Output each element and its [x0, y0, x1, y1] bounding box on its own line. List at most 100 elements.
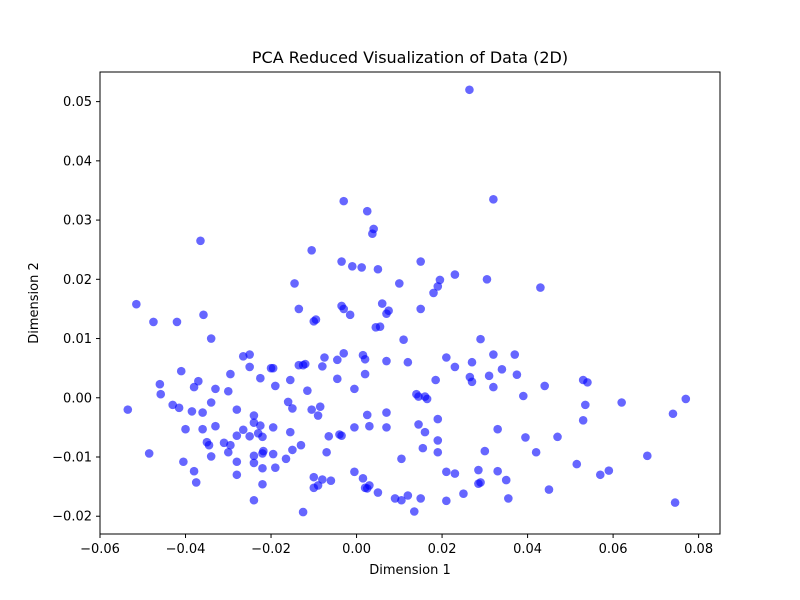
scatter-point	[309, 317, 319, 326]
scatter-point	[326, 476, 336, 485]
x-axis-label: Dimension 1	[369, 563, 451, 578]
scatter-point	[397, 454, 406, 464]
scatter-point	[433, 282, 443, 291]
scatter-point	[368, 229, 377, 238]
scatter-point	[482, 275, 492, 284]
scatter-point	[266, 363, 276, 373]
scatter-point	[373, 488, 383, 497]
scatter-point	[288, 404, 297, 413]
x-tick-label: −0.06	[80, 542, 120, 557]
scatter-point	[373, 264, 383, 274]
scatter-point	[510, 350, 520, 359]
x-tick-label: −0.02	[251, 542, 291, 557]
scatter-point	[497, 365, 507, 374]
scatter-point	[194, 376, 203, 386]
scatter-point	[382, 356, 391, 366]
scatter-point	[409, 507, 419, 516]
y-tick-label: 0.02	[63, 273, 92, 288]
scatter-point	[681, 394, 691, 404]
scatter-point	[583, 378, 592, 387]
scatter-point	[493, 424, 502, 434]
scatter-point	[288, 445, 297, 455]
scatter-point	[315, 402, 325, 411]
scatter-point	[414, 420, 423, 429]
scatter-point	[281, 454, 291, 464]
y-tick-label: 0.05	[63, 95, 92, 110]
scatter-point	[294, 304, 304, 314]
scatter-point	[395, 279, 404, 288]
scatter-point	[467, 357, 477, 367]
scatter-point	[123, 405, 133, 414]
scatter-point	[156, 389, 166, 399]
scatter-point	[350, 467, 359, 477]
scatter-point	[324, 431, 334, 441]
scatter-point	[149, 317, 158, 327]
scatter-point	[211, 384, 220, 394]
scatter-point	[357, 263, 366, 272]
plot-area-frame	[99, 71, 721, 535]
scatter-point	[249, 495, 259, 505]
scatter-point	[211, 421, 220, 431]
scatter-point	[595, 470, 605, 480]
scatter-point	[465, 85, 474, 95]
scatter-point	[285, 427, 295, 437]
scatter-point	[196, 236, 205, 246]
scatter-point	[258, 449, 267, 458]
scatter-point	[617, 398, 626, 407]
scatter-point	[271, 463, 280, 472]
scatter-point	[249, 411, 259, 420]
x-tick-label: 0.08	[684, 542, 713, 557]
scatter-point	[442, 353, 451, 362]
scatter-point	[435, 275, 445, 285]
scatter-point	[268, 423, 278, 432]
scatter-point	[521, 433, 530, 442]
scatter-point	[333, 374, 342, 384]
scatter-point	[403, 491, 413, 500]
scatter-point	[377, 299, 387, 308]
scatter-point	[416, 494, 425, 503]
scatter-point	[189, 466, 199, 476]
scatter-point	[258, 479, 267, 489]
scatter-point	[226, 440, 235, 450]
scatter-point	[484, 371, 494, 381]
scatter-point	[313, 411, 323, 420]
scatter-point	[670, 498, 680, 507]
scatter-point	[604, 466, 614, 475]
y-axis-ticks: −0.02 −0.01 0.00 0.01 0.02 0.03 0.04 0.05	[52, 95, 100, 525]
scatter-point	[238, 352, 248, 361]
scatter-point	[179, 457, 188, 467]
scatter-point	[581, 400, 590, 410]
x-tick-label: 0.04	[513, 542, 542, 557]
scatter-point	[403, 357, 413, 367]
scatter-point	[429, 288, 438, 298]
scatter-point	[416, 257, 425, 266]
scatter-point	[191, 478, 201, 487]
scatter-point	[362, 484, 372, 493]
scatter-point	[238, 425, 248, 435]
scatter-point	[245, 362, 254, 372]
scatter-point	[189, 382, 199, 392]
x-tick-label: 0.02	[428, 542, 457, 557]
scatter-point	[226, 369, 235, 379]
scatter-point	[206, 452, 216, 461]
scatter-point	[258, 432, 267, 442]
scatter-point	[268, 449, 278, 459]
scatter-point	[399, 335, 408, 345]
scatter-point	[420, 427, 430, 437]
scatter-point	[290, 279, 299, 288]
scatter-point	[283, 397, 293, 407]
y-tick-label: 0.04	[63, 154, 92, 169]
scatter-point	[155, 379, 165, 389]
scatter-point	[347, 261, 357, 271]
scatter-point	[198, 408, 207, 417]
y-tick-label: 0.03	[63, 214, 92, 229]
chart-title: PCA Reduced Visualization of Data (2D)	[252, 48, 568, 67]
scatter-point	[384, 306, 393, 316]
scatter-point	[382, 408, 391, 417]
scatter-point	[322, 447, 331, 457]
scatter-point	[418, 443, 428, 453]
scatter-point	[232, 431, 242, 440]
scatter-point	[337, 431, 346, 440]
y-tick-label: 0.00	[63, 391, 92, 406]
